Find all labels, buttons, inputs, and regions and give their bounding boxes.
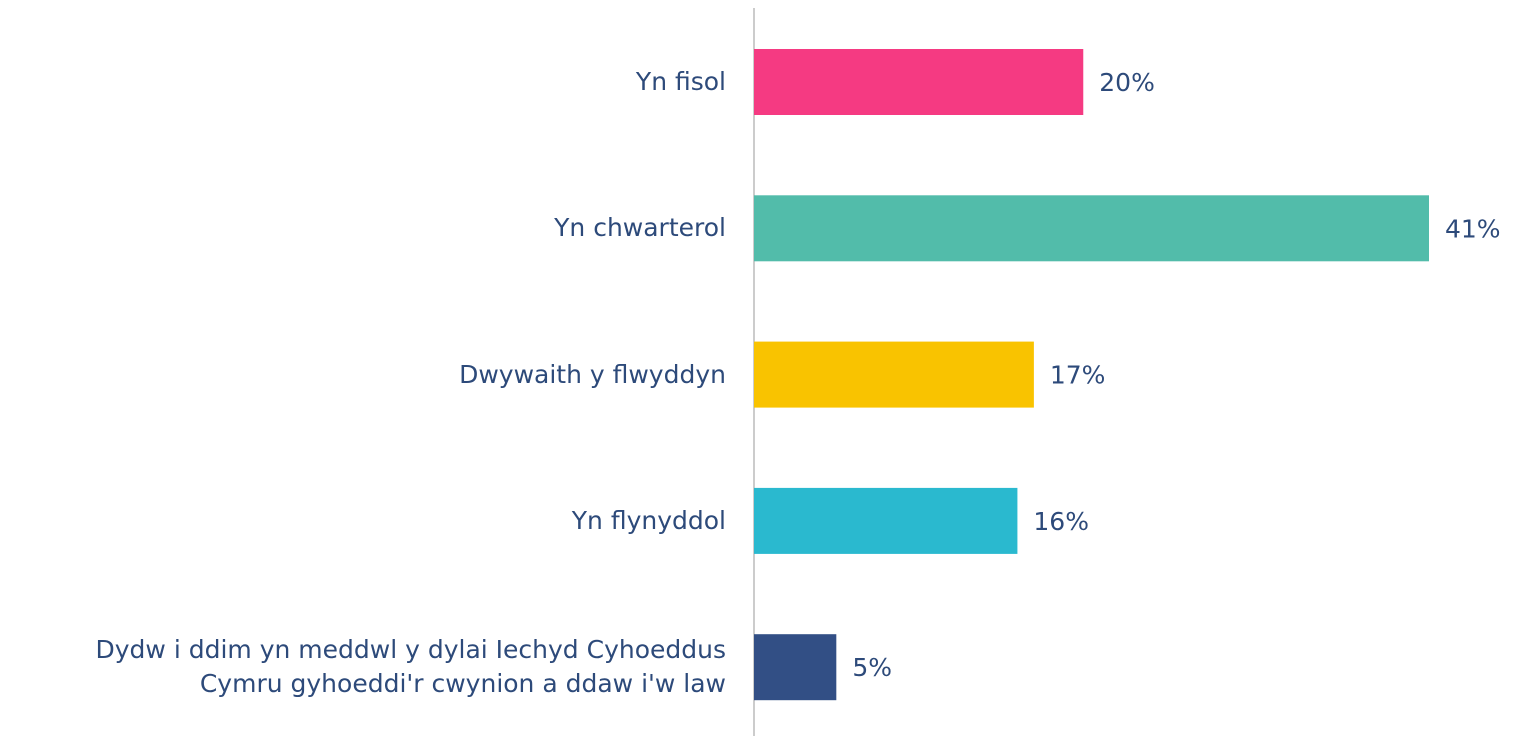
bar	[754, 195, 1429, 262]
value-label: 20%	[1099, 68, 1155, 97]
value-label: 17%	[1050, 361, 1106, 390]
category-label: Dwywaith y flwyddyn	[459, 359, 726, 389]
bar	[754, 634, 837, 701]
bar	[754, 487, 1018, 554]
value-label: 16%	[1033, 507, 1089, 536]
bar	[754, 49, 1084, 115]
category-label: Yn fisol	[635, 67, 726, 96]
category-label: Yn chwarterol	[554, 213, 726, 243]
category-label: Yn flynyddol	[571, 505, 726, 535]
value-label: 5%	[852, 653, 892, 682]
bar	[754, 341, 1034, 408]
category-label: Dydw i ddim yn meddwl y dylai Iechyd Cyh…	[95, 635, 726, 699]
value-label: 41%	[1445, 214, 1501, 243]
